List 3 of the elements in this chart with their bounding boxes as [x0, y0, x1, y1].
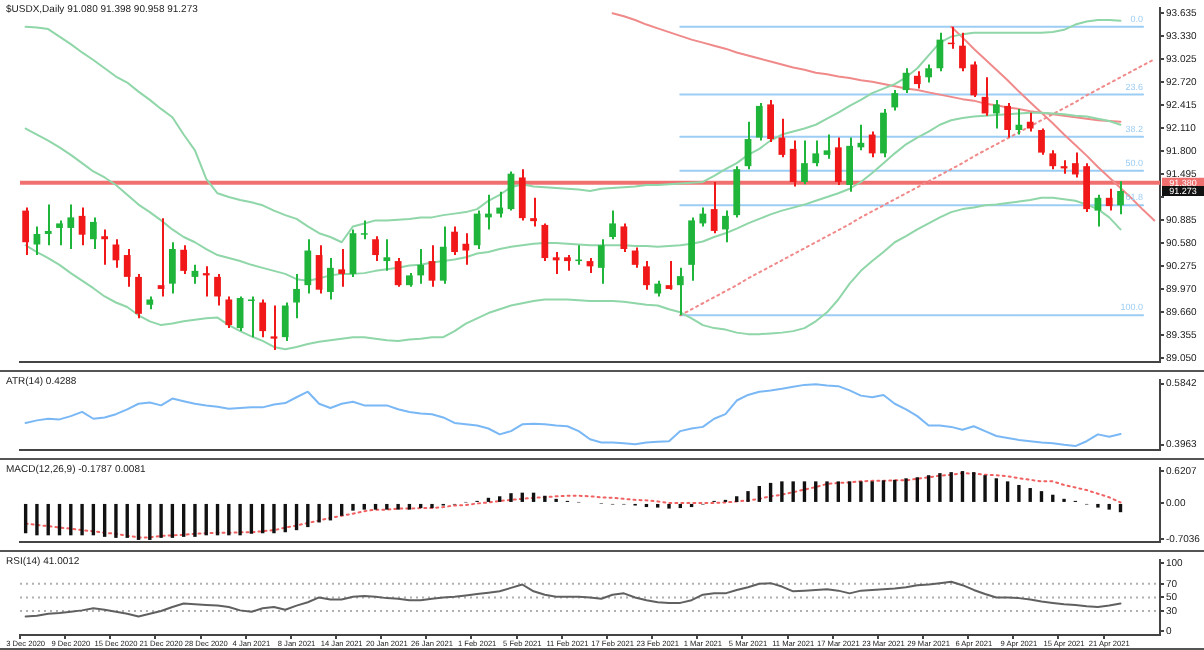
candlestick [248, 295, 255, 339]
candlestick [360, 219, 368, 241]
line-series [24, 472, 1122, 539]
